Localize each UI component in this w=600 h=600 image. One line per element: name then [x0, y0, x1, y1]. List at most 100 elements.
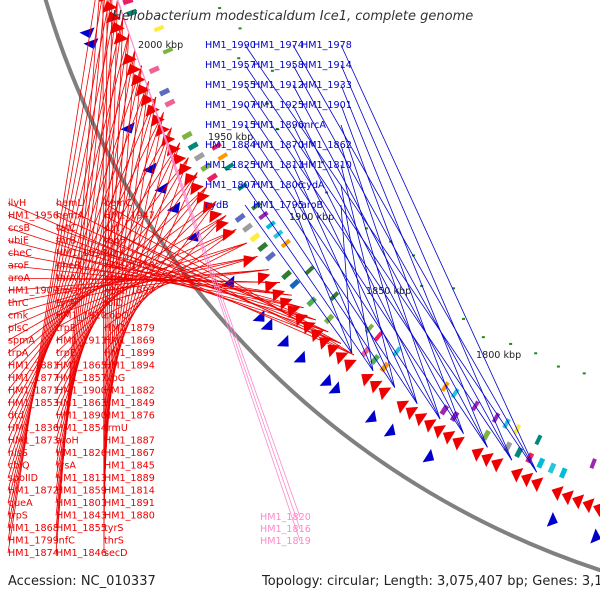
forward-cds-arrow: [105, 11, 121, 24]
label-leader-line: [340, 44, 537, 473]
label-leader-line: [55, 228, 237, 329]
feature-block: [281, 269, 292, 281]
feature-block: [265, 220, 276, 230]
reverse-cds-arrow: [79, 27, 95, 39]
feature-block: [122, 0, 134, 6]
gene-label: HM1_1795: [253, 200, 304, 211]
reverse-cds-arrow: [546, 512, 558, 527]
forward-cds-arrow: [405, 406, 419, 421]
gene-label: tyrS: [104, 523, 123, 534]
gene-label: HM1_1894: [104, 361, 155, 372]
reverse-cds-arrow: [276, 334, 289, 347]
gene-label: HM1_1974: [253, 40, 304, 51]
reverse-cds-arrow: [120, 122, 135, 134]
label-leader-line: [292, 84, 488, 448]
forward-cds-arrow: [122, 53, 137, 66]
gene-label: HM1_1887: [104, 436, 155, 447]
feature-block: [514, 446, 524, 459]
gene-label: aroA: [8, 273, 30, 284]
forward-cds-arrow: [190, 182, 204, 196]
label-leader-line: [244, 64, 513, 461]
gc-skew-mark: [218, 7, 222, 10]
feature-block: [369, 354, 381, 365]
forward-cds-arrow: [178, 163, 192, 176]
gene-label: HM1_1881: [8, 361, 59, 372]
label-leader-line: [244, 84, 488, 448]
feature-block: [481, 429, 491, 441]
gene-label: HM1_1901: [301, 100, 352, 111]
gene-label: tyrA: [56, 298, 76, 309]
kbp-tick-label: 1950 kbp: [208, 132, 253, 143]
gene-label: HM1_1913: [104, 261, 155, 272]
gene-label: HM1_1801: [56, 498, 107, 509]
forward-cds-arrow: [452, 436, 465, 451]
label-leader-line: [340, 204, 353, 354]
label-leader-line: [7, 33, 130, 491]
gc-skew-mark: [481, 336, 485, 339]
gene-label: plsC: [8, 323, 29, 334]
gene-label: HM1_1869: [104, 336, 155, 347]
gene-label: HM1_1873: [8, 436, 59, 447]
feature-block: [164, 98, 176, 108]
gene-label: HM1_1889: [104, 473, 155, 484]
gene-label: infC: [56, 536, 75, 547]
gene-label: HM1_1855: [56, 523, 107, 534]
gene-label: HM1_1956: [8, 211, 59, 222]
label-leader-line: [7, 172, 198, 379]
forward-cds-arrow: [369, 380, 383, 394]
forward-cds-arrow: [572, 494, 585, 510]
gene-label: cobO: [104, 311, 129, 322]
reverse-cds-arrow: [154, 182, 169, 194]
kbp-tick-label: 1850 kbp: [366, 286, 411, 297]
gc-skew-mark: [420, 284, 424, 287]
gene-label: HM1_1914: [301, 60, 352, 71]
gene-label: HM1_1912: [253, 80, 304, 91]
label-leader-line: [292, 64, 513, 461]
gene-label: HM1_1868: [8, 523, 59, 534]
feature-block: [251, 201, 262, 211]
gene-label: HM1_1867: [104, 448, 155, 459]
feature-block: [502, 418, 511, 429]
gene-label: HM1_1857: [56, 373, 107, 384]
label-leader-line: [103, 0, 113, 529]
gene-label: HM1_1872: [8, 486, 59, 497]
feature-block: [304, 265, 315, 276]
gene-label: spoIID: [8, 473, 38, 484]
gene-label: folD: [104, 298, 123, 309]
gc-skew-mark: [582, 372, 586, 375]
forward-cds-arrow: [145, 104, 160, 117]
gene-label: HM1_1925: [253, 100, 304, 111]
forward-cds-arrow: [361, 373, 374, 387]
gc-skew-mark: [364, 227, 368, 230]
gene-label: HM1_1896: [253, 120, 304, 131]
gene-label: HM1_1799: [8, 536, 59, 547]
label-leader-line: [103, 65, 143, 466]
gene-label: HM1_1955: [205, 80, 256, 91]
feature-block: [153, 24, 165, 33]
gene-label: pheB: [56, 261, 81, 272]
feature-block: [211, 142, 222, 151]
forward-cds-arrow: [471, 447, 485, 462]
label-leader-line: [103, 81, 149, 454]
feature-block: [289, 278, 301, 290]
forward-cds-arrow: [481, 452, 494, 468]
gene-label: HM1_1862: [301, 140, 352, 151]
feature-block: [242, 222, 254, 233]
label-leader-line: [103, 256, 258, 304]
gene-label: aroF: [8, 261, 29, 272]
forward-cds-arrow: [433, 425, 446, 439]
feature-block: [249, 232, 261, 243]
gene-label: HM1_1810: [301, 160, 352, 171]
feature-block: [181, 130, 193, 141]
label-leader-line: [103, 1, 118, 516]
gene-label: HM1_1957: [205, 60, 256, 71]
feature-block: [323, 313, 335, 325]
label-leader-line: [7, 112, 164, 429]
gene-label: HM1_1863: [56, 398, 107, 409]
gene-label: trpG: [104, 373, 125, 384]
label-leader-line: [292, 204, 353, 354]
gene-label: hemL: [56, 198, 83, 209]
gene-label: cheC: [8, 248, 32, 259]
forward-cds-arrow: [491, 458, 504, 473]
